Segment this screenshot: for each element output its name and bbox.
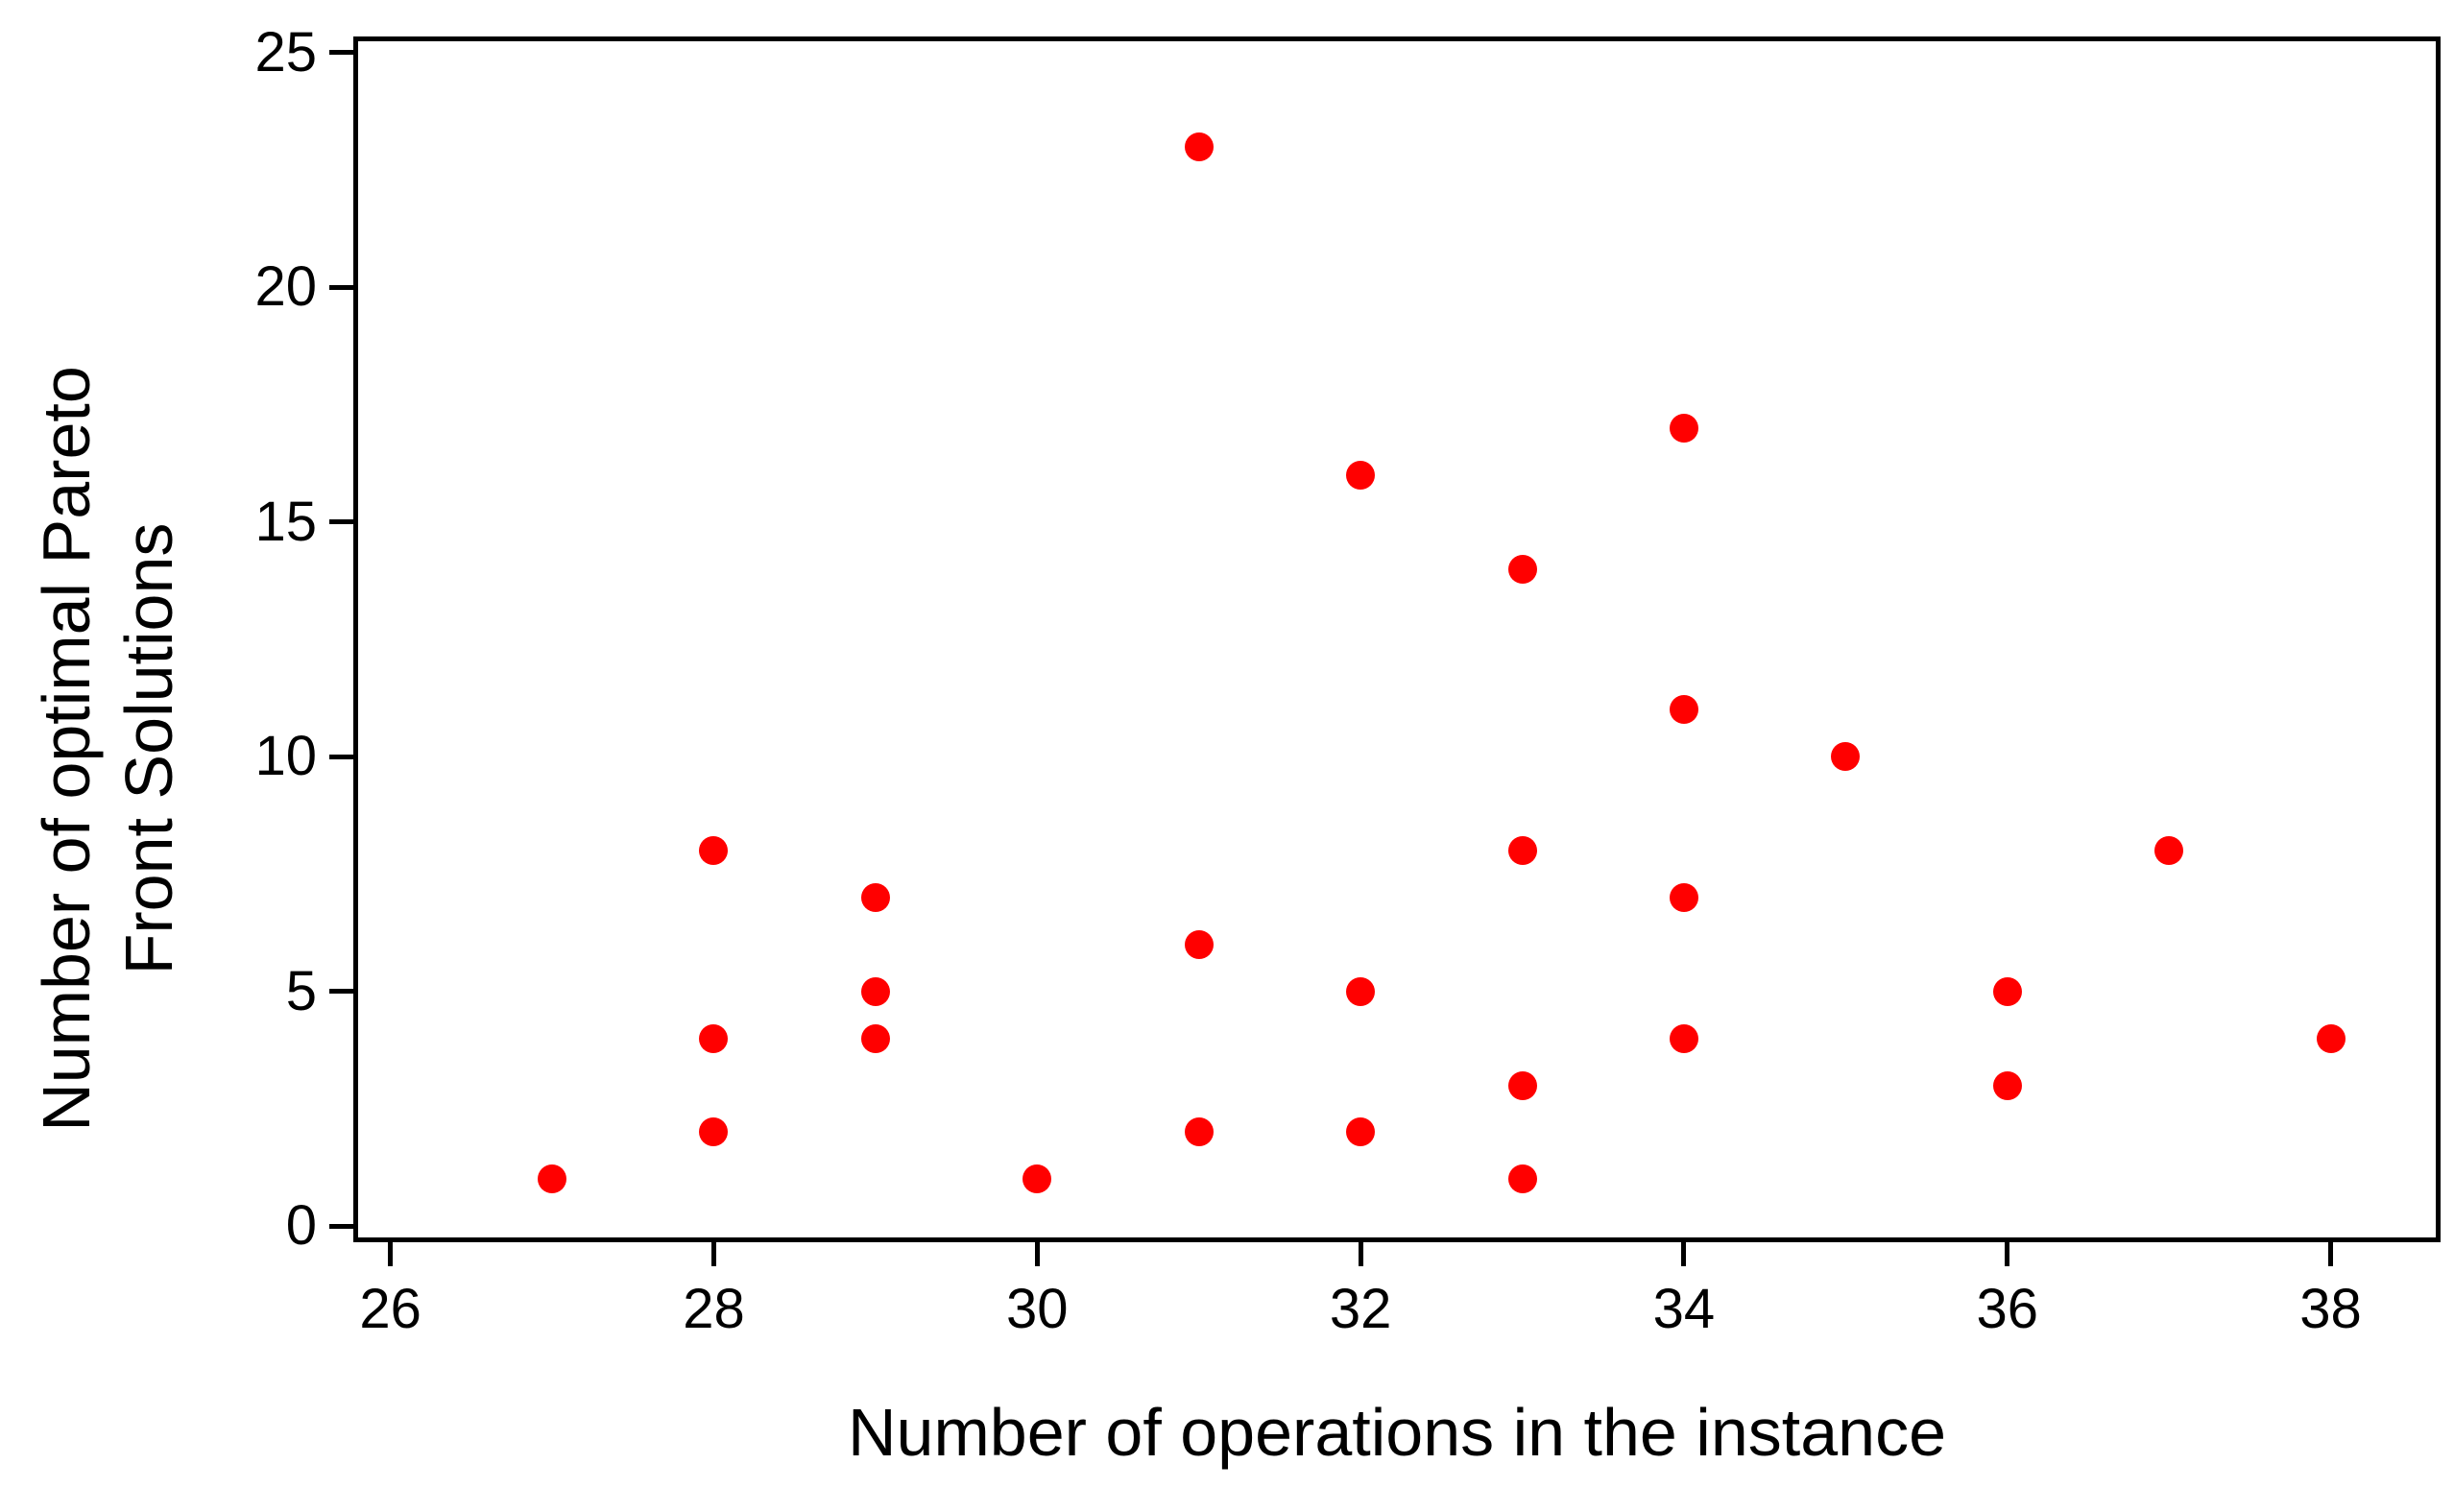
x-axis-tick-label: 38 — [2299, 1278, 2362, 1340]
data-point — [2154, 836, 2184, 866]
data-point — [1184, 929, 1214, 959]
y-axis-tick-label: 0 — [285, 1194, 317, 1258]
data-point — [699, 1117, 729, 1147]
x-axis-tick — [388, 1242, 394, 1266]
data-point — [860, 976, 890, 1006]
x-axis-tick — [710, 1242, 716, 1266]
y-axis-tick — [329, 754, 353, 759]
x-axis-tick-label: 26 — [359, 1278, 421, 1340]
data-point — [2316, 1023, 2346, 1053]
data-point — [860, 1023, 890, 1053]
data-point — [538, 1164, 567, 1194]
data-point — [1669, 1023, 1698, 1053]
x-axis-tick-label: 30 — [1006, 1278, 1069, 1340]
x-axis-tick-label: 28 — [683, 1278, 745, 1340]
x-axis-title: Number of operations in the instance — [848, 1395, 1946, 1470]
data-point — [1022, 1164, 1052, 1194]
x-axis-tick — [2005, 1242, 2010, 1266]
x-axis-tick-label: 36 — [1976, 1278, 2038, 1340]
data-point — [1507, 1164, 1537, 1194]
y-axis-tick — [329, 50, 353, 56]
data-point — [1669, 695, 1698, 725]
x-axis-tick-label: 32 — [1329, 1278, 1392, 1340]
data-point — [1346, 976, 1376, 1006]
data-point — [1669, 882, 1698, 912]
data-point — [1831, 742, 1861, 772]
data-point — [699, 836, 729, 866]
x-axis-tick — [1358, 1242, 1363, 1266]
y-axis-tick-label: 15 — [254, 490, 317, 553]
data-point — [1346, 1117, 1376, 1147]
x-axis-tick-label: 34 — [1652, 1278, 1716, 1340]
data-point — [1184, 132, 1214, 161]
y-axis-tick — [329, 519, 353, 525]
y-axis-tick-label: 25 — [254, 20, 317, 84]
data-point — [860, 882, 890, 912]
data-point — [1346, 460, 1376, 490]
data-point — [1669, 413, 1698, 443]
data-point — [1507, 1070, 1537, 1100]
y-axis-tick-label: 5 — [285, 959, 317, 1022]
data-point — [1507, 836, 1537, 866]
y-axis-tick-label: 20 — [254, 255, 317, 319]
data-point — [1992, 976, 2022, 1006]
data-point — [699, 1023, 729, 1053]
data-point — [1184, 1117, 1214, 1147]
data-point — [1507, 554, 1537, 584]
x-axis-tick — [1681, 1242, 1687, 1266]
data-point — [1992, 1070, 2022, 1100]
y-axis-tick — [329, 989, 353, 995]
x-axis-tick — [2328, 1242, 2334, 1266]
y-axis-tick — [329, 284, 353, 290]
y-axis-tick-label: 10 — [254, 725, 317, 788]
x-axis-tick — [1034, 1242, 1040, 1266]
y-axis-tick — [329, 1223, 353, 1229]
